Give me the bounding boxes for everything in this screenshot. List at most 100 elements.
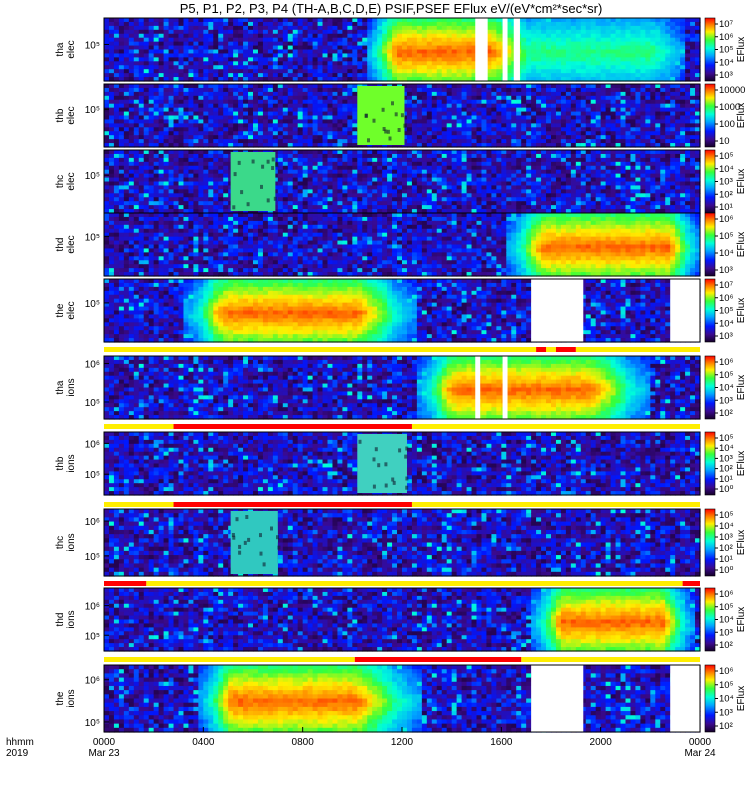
- colorbar-tick-label: 10⁵: [719, 602, 734, 613]
- panel-frame: [103, 212, 701, 277]
- burst-region: [230, 511, 278, 574]
- panel-label: theions: [55, 689, 77, 707]
- colorbar-tick-label: 10⁴: [719, 443, 734, 454]
- colorbar-tick-label: 10³: [719, 395, 733, 406]
- mode-bar-yellow: [146, 581, 683, 586]
- colorbar-tick-label: 10⁴: [719, 521, 734, 532]
- colorbar-tick-label: 10¹: [719, 474, 733, 485]
- mode-bar-yellow: [411, 502, 700, 507]
- x-tick-date: Mar 24: [684, 748, 716, 759]
- mode-bar-yellow: [104, 502, 174, 507]
- colorbar-tick-label: 10⁵: [719, 151, 734, 162]
- spectrogram-thd-elec: [104, 213, 701, 277]
- colorbar-tick-label: 100: [719, 119, 735, 130]
- mode-bar-red: [173, 424, 412, 429]
- mode-bar-yellow: [104, 347, 537, 352]
- colorbar-tick-label: 10⁶: [719, 32, 734, 43]
- panel-label: thaions: [55, 378, 77, 396]
- colorbar-tick-label: 10⁴: [719, 57, 734, 68]
- panel-frame: [103, 587, 701, 652]
- y-tick-label: 10⁶: [85, 602, 100, 613]
- panel-label: thcions: [55, 533, 77, 551]
- colorbar-tick-label: 10⁷: [719, 280, 734, 291]
- panel-label: thbions: [55, 454, 77, 472]
- y-tick-label: 10⁵: [85, 470, 100, 481]
- x-tick-label: 0000: [93, 737, 116, 748]
- mode-bar-red: [682, 581, 700, 586]
- colorbar-tick-label: 10³: [719, 532, 733, 543]
- x-tick-label: 0000: [689, 737, 712, 748]
- data-gap: [513, 18, 520, 81]
- panel-label: thcelec: [55, 172, 77, 190]
- spectrogram-tha-ions: [104, 356, 701, 420]
- data-gap: [670, 665, 700, 732]
- colorbar-title: EFlux: [736, 451, 747, 477]
- colorbar-tick-label: 10¹: [719, 554, 733, 565]
- mode-bar-yellow: [104, 424, 174, 429]
- colorbar-tick-label: 10⁴: [719, 615, 734, 626]
- colorbar-tick-label: 10²: [719, 408, 733, 419]
- colorbar-tick-label: 10000: [719, 85, 745, 96]
- data-gap: [531, 279, 584, 342]
- y-tick-label: 10⁶: [85, 360, 100, 371]
- colorbar-tick-label: 10³: [719, 453, 733, 464]
- y-tick-label: 10⁶: [85, 439, 100, 450]
- colorbar-tick-label: 10⁴: [719, 318, 734, 329]
- y-tick-label: 10⁵: [85, 171, 100, 182]
- colorbar-title: EFlux: [736, 169, 747, 195]
- colorbar-tick-label: 10⁷: [719, 19, 734, 30]
- y-tick-label: 10⁵: [85, 631, 100, 642]
- colorbar-tick-label: 10²: [719, 464, 733, 475]
- spectrogram-thb-elec: [104, 84, 701, 148]
- x-axis-units-label: hhmm: [6, 737, 34, 748]
- colorbar-tick-label: 10⁴: [719, 694, 734, 705]
- colorbar-tick-label: 10⁰: [719, 484, 734, 495]
- colorbar-tick-label: 1000: [719, 102, 740, 113]
- mode-bar-red: [555, 347, 576, 352]
- colorbar-tick-label: 10³: [719, 70, 733, 81]
- data-gap: [502, 18, 508, 81]
- panel-label: thdions: [55, 610, 77, 628]
- colorbar-tick-label: 10³: [719, 627, 733, 638]
- colorbar-title: EFlux: [736, 232, 747, 258]
- x-tick-label: 2000: [590, 737, 613, 748]
- colorbar-tick-label: 10⁵: [719, 306, 734, 317]
- mode-bar: [104, 581, 700, 586]
- colorbar-title: EFlux: [736, 375, 747, 401]
- colorbar-title: EFlux: [736, 298, 747, 324]
- data-gap: [531, 665, 584, 732]
- colorbar-tick-label: 10⁶: [719, 293, 734, 304]
- burst-region: [357, 434, 407, 493]
- mode-bar-yellow: [104, 657, 355, 662]
- colorbar-title: EFlux: [736, 37, 747, 63]
- panel-label: thaelec: [55, 40, 77, 58]
- y-tick-label: 10⁵: [85, 398, 100, 409]
- colorbar-tick-label: 10⁴: [719, 248, 734, 259]
- spectrogram-thd-ions: [104, 588, 701, 652]
- spectrogram-thc-elec: [104, 150, 701, 214]
- colorbar-tick-label: 10²: [719, 721, 733, 732]
- colorbar-title: EFlux: [736, 607, 747, 633]
- colorbar-tick-label: 10³: [719, 707, 733, 718]
- colorbar-tick-label: 10: [719, 136, 730, 147]
- x-tick-label: 1600: [490, 737, 513, 748]
- figure-title: P5, P1, P2, P3, P4 (TH-A,B,C,D,E) PSIF,P…: [180, 1, 603, 16]
- colorbar-title: EFlux: [736, 103, 747, 129]
- panel-frame: [103, 83, 701, 148]
- data-gap: [670, 279, 700, 342]
- data-gap: [475, 18, 488, 81]
- y-tick-label: 10⁵: [85, 299, 100, 310]
- colorbar-tick-label: 10⁴: [719, 164, 734, 175]
- x-tick-label: 0800: [292, 737, 315, 748]
